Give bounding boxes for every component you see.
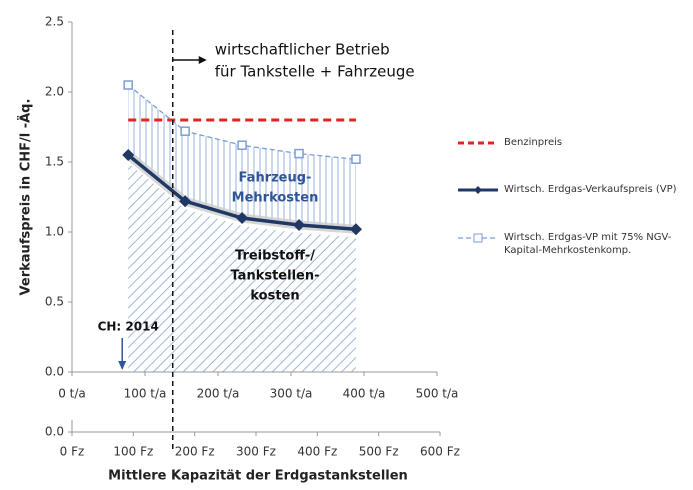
x-tick-label: 0 t/a [58, 387, 86, 401]
fuel-cost-area [128, 163, 356, 372]
fz-x-tick-label: 400 Fz [297, 445, 337, 459]
ch-arrowhead [118, 361, 127, 370]
annotation: kosten [250, 289, 299, 304]
legend-label: Wirtsch. Erdgas-Verkaufspreis (VP) [504, 184, 677, 195]
annotation: Fahrzeug- [239, 171, 312, 186]
x-axis-label: Mittlere Kapazität der Erdgastankstellen [108, 469, 408, 484]
point [293, 219, 306, 231]
legend-label: Benzinpreis [504, 137, 563, 148]
annotation: CH: 2014 [98, 320, 159, 334]
annotation: Mehrkosten [232, 191, 319, 206]
fz-x-tick-label: 200 Fz [175, 445, 215, 459]
fz-x-tick-label: 600 Fz [420, 445, 460, 459]
x-tick-label: 200 t/a [197, 387, 240, 401]
fz-x-tick-label: 100 Fz [113, 445, 153, 459]
annotation: Tankstellen- [230, 269, 319, 284]
fz-x-tick-label: 0 Fz [60, 445, 85, 459]
point [294, 148, 304, 159]
legend-marker [473, 233, 483, 243]
y-tick-label: 0.0 [45, 365, 64, 379]
fz-x-tick-label: 500 Fz [359, 445, 399, 459]
y-tick-label: 1.5 [45, 155, 64, 169]
point [349, 223, 362, 236]
legend-label: Wirtsch. Erdgas-VP mit 75% NGV-Kapital-M… [504, 232, 672, 256]
y-tick-label: 2.0 [45, 85, 64, 99]
y-tick-label: 0.5 [45, 295, 64, 309]
point [122, 149, 135, 161]
annotation: wirtschaftlicher Betrieb [215, 41, 390, 59]
x-tick-label: 100 t/a [124, 387, 167, 401]
y-axis-label: Verkaufspreis in CHF/l -Äq. [18, 99, 34, 296]
legend-entry: Wirtsch. Erdgas-VP mit 75% NGV-Kapital-M… [504, 232, 672, 256]
y-tick-label: 1.0 [45, 225, 64, 239]
fz-y-tick-label: 0.0 [45, 425, 64, 439]
point [237, 140, 247, 150]
point [236, 212, 249, 224]
x-tick-label: 300 t/a [270, 387, 313, 401]
threshold-arrowhead [198, 56, 207, 64]
point [179, 195, 192, 208]
y-tick-label: 2.5 [45, 15, 64, 29]
annotation: Treibstoff-/ [235, 249, 315, 264]
fz-x-tick-label: 300 Fz [236, 445, 276, 459]
point [351, 154, 361, 164]
x-tick-label: 400 t/a [343, 387, 386, 401]
annotation: für Tankstelle + Fahrzeuge [215, 63, 415, 81]
legend-entry: Benzinpreis [504, 137, 563, 148]
point [180, 126, 190, 136]
legend-marker [474, 186, 482, 194]
point [123, 80, 133, 90]
legend-entry: Wirtsch. Erdgas-Verkaufspreis (VP) [504, 184, 677, 195]
vehicle-cost-area [128, 85, 356, 230]
x-tick-label: 500 t/a [416, 387, 459, 401]
